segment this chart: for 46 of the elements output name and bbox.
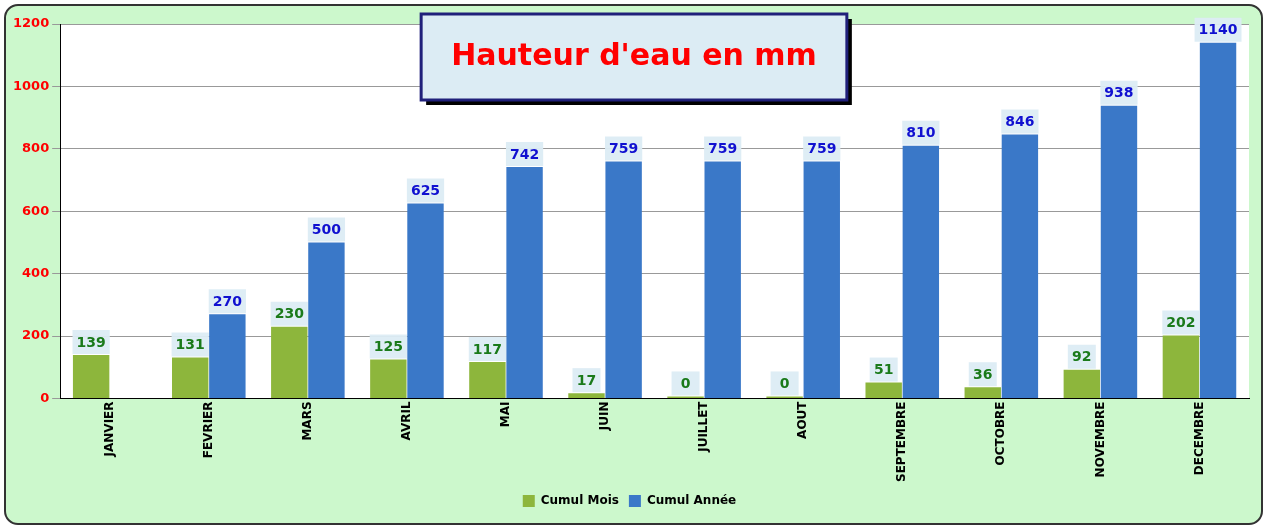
bar [568,393,605,398]
data-label: 759 [708,140,738,157]
y-tick-label: 0 [40,389,50,405]
x-tick-label: NOVEMBRE [1092,401,1107,478]
data-label: 0 [680,375,691,392]
data-label: 625 [410,182,441,199]
data-label: 0 [779,375,790,392]
x-tick-label: JUILLET [696,400,711,453]
x-tick-label: AOUT [795,400,810,439]
data-label: 938 [1104,84,1134,101]
y-tick-label: 400 [22,265,50,281]
x-tick-label: MARS [299,401,314,441]
data-label: 759 [807,140,837,157]
legend-label: Cumul Année [646,493,737,508]
data-label: 759 [609,140,639,157]
data-label: 51 [873,361,894,378]
data-label: 139 [76,333,106,350]
y-tick-label: 600 [22,202,50,218]
data-label: 202 [1166,314,1196,331]
y-tick-label: 1200 [12,15,50,31]
y-tick-label: 800 [22,140,50,156]
data-label: 125 [373,338,403,355]
data-label: 846 [1005,113,1035,130]
data-label: 117 [472,340,503,357]
data-label: 92 [1072,348,1092,365]
data-label: 36 [973,365,993,382]
data-label: 500 [311,221,342,238]
y-tick-label: 1000 [12,77,50,93]
x-tick-label: MAI [498,401,513,428]
x-tick-label: SEPTEMBRE [894,401,909,482]
text: Hauteur d'eau en mm [451,36,817,72]
x-tick-label: JUIN [597,401,612,432]
data-label: 17 [576,371,597,388]
data-label: 810 [906,124,936,141]
data-label: 270 [212,292,243,309]
x-tick-label: DECEMBRE [1191,401,1206,476]
data-label: 131 [175,336,205,353]
x-tick-label: FEVRIER [200,401,215,459]
data-label: 742 [509,145,540,162]
x-tick-label: AVRIL [399,401,414,441]
data-label: 230 [274,305,305,322]
x-tick-label: JANVIER [101,401,116,458]
legend-label: Cumul Mois [540,493,619,508]
data-label: 1140 [1198,21,1238,38]
y-tick-label: 200 [22,327,50,343]
x-tick-label: OCTOBRE [993,401,1008,466]
